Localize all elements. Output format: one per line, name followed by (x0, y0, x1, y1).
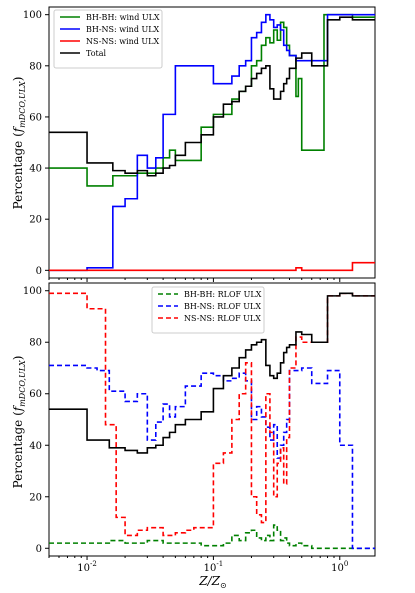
y-tick-label: 60 (29, 112, 42, 123)
legend-entry: BH-NS: RLOF ULX (184, 302, 261, 311)
x-tick-label: 10-2 (77, 560, 97, 574)
series-line-bh-ns-rlof-ulx (49, 364, 375, 550)
y-tick-label: 80 (29, 61, 42, 72)
y-axis-label-bottom: Percentage (fmDCO,ULX) (11, 356, 27, 489)
y-tick-label: 40 (29, 164, 42, 175)
y-tick-label: 80 (29, 338, 42, 349)
series-line-total (49, 292, 375, 454)
y-tick-label: 100 (23, 10, 42, 21)
panel-top-wind-ulx: 0 20 40 60 80 100 BH-BH: wind ULX BH-NS: wind U… (23, 6, 376, 282)
y-tick-label: 100 (23, 286, 42, 297)
legend-entry: Total (86, 49, 107, 58)
x-tick-label: 10-1 (204, 560, 224, 574)
y-axis-label-top: Percentage (fmDCO,ULX) (11, 77, 27, 210)
legend: BH-BH: RLOF ULX BH-NS: RLOF ULX NS-NS: RLO… (151, 286, 265, 334)
series-line-bh-ns-wind-ulx (49, 13, 375, 272)
y-tick-label: 20 (29, 215, 42, 226)
series-line-ns-ns-wind-ulx (49, 261, 375, 272)
legend-frame (53, 9, 163, 69)
legend-frame (151, 286, 265, 334)
y-tick-label: 0 (36, 544, 42, 555)
legend: BH-BH: wind ULX BH-NS: wind ULX NS-NS: win… (53, 9, 163, 69)
y-tick-label: 0 (36, 266, 42, 277)
x-axis-label: Z/Z⊙ (198, 574, 226, 590)
legend-entry: NS-NS: RLOF ULX (184, 314, 261, 323)
legend-entry: BH-NS: wind ULX (86, 25, 160, 34)
series-line-bh-bh-wind-ulx (49, 13, 375, 187)
x-tick-label: 100 (331, 560, 348, 574)
series-line-bh-bh-rlof-ulx (49, 524, 375, 550)
plot-frame (48, 6, 376, 279)
legend-entry: BH-BH: wind ULX (86, 13, 160, 22)
y-tick-label: 20 (29, 492, 42, 503)
y-tick-label: 40 (29, 441, 42, 452)
plot-frame (48, 282, 376, 557)
legend-entry: NS-NS: wind ULX (86, 37, 159, 46)
series-line-total (49, 16, 375, 177)
legend-entry: BH-BH: RLOF ULX (184, 290, 262, 299)
y-tick-label: 60 (29, 389, 42, 400)
